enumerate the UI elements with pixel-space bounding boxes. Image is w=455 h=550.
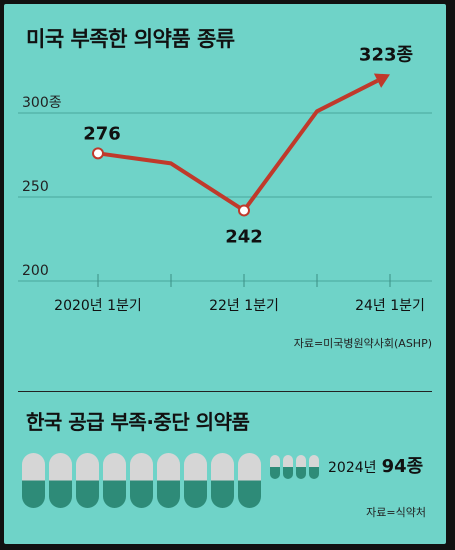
pill-cap bbox=[157, 453, 180, 481]
pill-cap bbox=[184, 453, 207, 481]
pill-cap bbox=[296, 455, 306, 467]
big-pill bbox=[238, 453, 261, 508]
data-point-marker bbox=[92, 147, 104, 160]
section-divider bbox=[18, 391, 432, 392]
data-label: 242 bbox=[225, 226, 263, 247]
pill-body bbox=[76, 480, 99, 508]
y-tick-label: 200 bbox=[22, 263, 49, 279]
pill-body bbox=[238, 480, 261, 508]
x-tick-label: 22년 1분기 bbox=[209, 298, 279, 314]
small-pill bbox=[283, 455, 293, 479]
line-chart: 300종 250 200 2020년 1분기 22년 1분기 24년 1분기 276 242 3… bbox=[18, 44, 432, 314]
big-pill bbox=[211, 453, 234, 508]
big-pill bbox=[157, 453, 180, 508]
big-pill bbox=[130, 453, 153, 508]
pill-body bbox=[130, 480, 153, 508]
pill-body bbox=[22, 480, 45, 508]
pill-body bbox=[157, 480, 180, 508]
series-line bbox=[97, 78, 379, 213]
pill-body bbox=[309, 467, 319, 479]
source-bottom: 자료=식약처 bbox=[366, 506, 426, 519]
big-pill bbox=[103, 453, 126, 508]
small-pill bbox=[296, 455, 306, 479]
pill-body bbox=[296, 467, 306, 479]
source-top: 자료=미국병원약사회(ASHP) bbox=[293, 337, 432, 350]
y-tick-label: 250 bbox=[22, 179, 49, 195]
pill-body bbox=[211, 480, 234, 508]
count-value: 94종 bbox=[381, 456, 424, 477]
pill-cap bbox=[283, 455, 293, 467]
pill-cap bbox=[309, 455, 319, 467]
count-label: 2024년 94종 bbox=[328, 452, 423, 478]
small-pill bbox=[270, 455, 280, 479]
pill-body bbox=[270, 467, 280, 479]
big-pill bbox=[22, 453, 45, 508]
pill-body bbox=[184, 480, 207, 508]
pill-cap bbox=[130, 453, 153, 481]
pill-cap bbox=[270, 455, 280, 467]
pill-cap bbox=[49, 453, 72, 481]
data-label: 323종 bbox=[359, 44, 413, 65]
x-tick-label: 2020년 1분기 bbox=[54, 298, 142, 314]
data-label: 276 bbox=[83, 123, 121, 144]
pill-body bbox=[283, 467, 293, 479]
pill-body bbox=[49, 480, 72, 508]
pill-body bbox=[103, 480, 126, 508]
count-year: 2024년 bbox=[328, 460, 377, 476]
infographic-card: 미국 부족한 의약품 종류 300종 250 200 2020년 1분기 22년 1분기… bbox=[4, 4, 446, 544]
big-pill bbox=[76, 453, 99, 508]
arrow-head bbox=[373, 73, 390, 88]
section2-title: 한국 공급 부족·중단 의약품 bbox=[26, 410, 250, 434]
big-pill bbox=[49, 453, 72, 508]
x-tick-label: 24년 1분기 bbox=[355, 298, 425, 314]
y-tick-label: 300종 bbox=[22, 95, 62, 111]
pill-cap bbox=[22, 453, 45, 481]
small-pill bbox=[309, 455, 319, 479]
pill-cap bbox=[238, 453, 261, 481]
pill-cap bbox=[76, 453, 99, 481]
data-point-marker bbox=[238, 204, 250, 217]
chart-title: 미국 부족한 의약품 종류 bbox=[26, 27, 235, 51]
pill-graphic bbox=[22, 453, 319, 508]
big-pill bbox=[184, 453, 207, 508]
pill-cap bbox=[103, 453, 126, 481]
pill-cap bbox=[211, 453, 234, 481]
